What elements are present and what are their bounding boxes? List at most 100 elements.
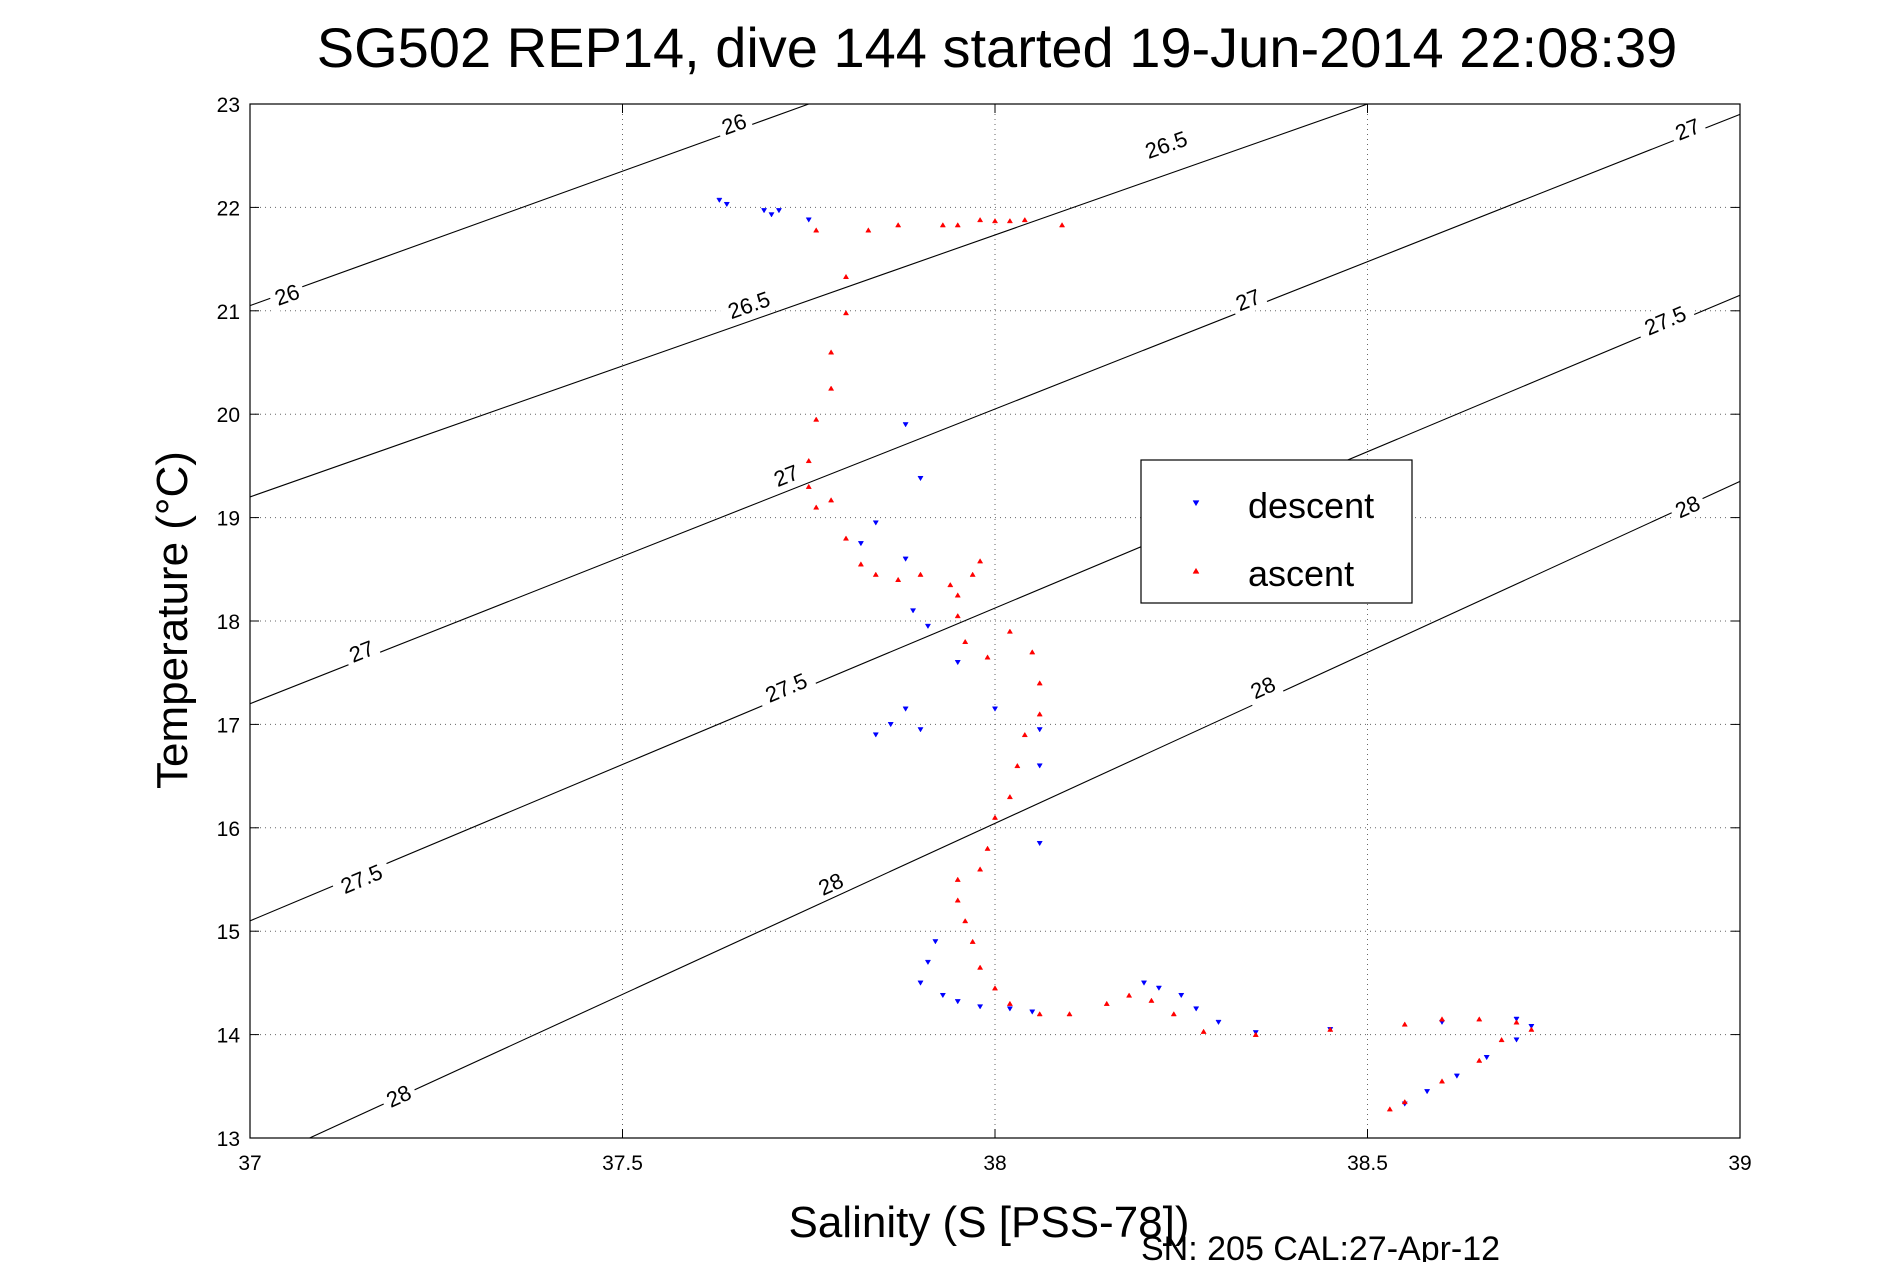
data-points bbox=[716, 197, 1535, 1112]
legend-marker-descent bbox=[1192, 500, 1200, 507]
legend-label-ascent: ascent bbox=[1248, 553, 1354, 594]
y-tick-label: 18 bbox=[217, 611, 240, 634]
ascent-point bbox=[857, 561, 864, 567]
ascent-point bbox=[1476, 1016, 1483, 1022]
descent-point bbox=[954, 660, 961, 666]
ascent-point bbox=[954, 222, 961, 228]
descent-point bbox=[902, 556, 909, 562]
ascent-point bbox=[1014, 762, 1021, 769]
descent-point bbox=[1036, 727, 1043, 733]
descent-point bbox=[1140, 980, 1148, 986]
svg-text:27.5: 27.5 bbox=[337, 859, 386, 899]
descent-point bbox=[805, 217, 812, 223]
ascent-point bbox=[865, 227, 872, 233]
ascent-point bbox=[842, 310, 850, 316]
descent-point bbox=[902, 706, 909, 712]
ascent-point bbox=[1036, 711, 1043, 717]
isopycnal-line bbox=[249, 294, 1741, 922]
ascent-point bbox=[947, 581, 954, 588]
descent-point bbox=[1029, 1009, 1036, 1015]
ascent-point bbox=[977, 216, 984, 223]
y-tick-label: 22 bbox=[217, 197, 240, 220]
descent-point bbox=[917, 727, 924, 733]
ascent-point bbox=[1103, 1000, 1110, 1006]
y-tick-label: 19 bbox=[217, 508, 240, 531]
isopycnal-label: 27 bbox=[1227, 281, 1269, 318]
ascent-point bbox=[813, 504, 820, 510]
descent-point bbox=[991, 706, 999, 712]
ascent-point bbox=[828, 385, 835, 391]
axis-ticks: 37 37.5 38 38.5 39 13 14 15 16 17 18 19 20 21 22 23 bbox=[217, 94, 1752, 1175]
descent-point bbox=[917, 980, 924, 986]
ascent-point bbox=[1401, 1098, 1408, 1105]
descent-point bbox=[761, 208, 768, 214]
ascent-point bbox=[1006, 793, 1013, 800]
ascent-point bbox=[1059, 222, 1066, 228]
isopycnal-label: 27.5 bbox=[329, 855, 394, 902]
descent-point bbox=[1528, 1023, 1535, 1030]
descent-point bbox=[924, 959, 931, 966]
descent-point bbox=[1483, 1055, 1490, 1061]
ascent-point bbox=[813, 416, 820, 422]
ascent-point bbox=[1438, 1078, 1446, 1084]
isopycnal-label: 27 bbox=[765, 456, 807, 494]
ascent-point bbox=[872, 571, 879, 577]
isopycnal-label: 28 bbox=[1666, 487, 1709, 526]
y-axis-label: Temperature (°C) bbox=[148, 451, 197, 789]
ascent-point bbox=[1126, 992, 1133, 998]
ascent-point bbox=[991, 985, 999, 991]
descent-point bbox=[924, 623, 931, 630]
ascent-point bbox=[1327, 1026, 1334, 1032]
descent-point bbox=[939, 992, 946, 999]
ascent-point bbox=[1021, 216, 1028, 223]
ascent-point bbox=[984, 845, 991, 851]
ascent-point bbox=[939, 222, 946, 228]
descent-point bbox=[954, 999, 961, 1005]
y-tick-label: 17 bbox=[217, 714, 240, 737]
ascent-point bbox=[1006, 1000, 1013, 1006]
ascent-point bbox=[954, 612, 961, 619]
descent-point bbox=[1513, 1037, 1520, 1043]
ascent-point bbox=[842, 535, 850, 541]
ascent-point bbox=[962, 638, 969, 645]
ascent-point bbox=[1528, 1026, 1535, 1032]
ascent-point bbox=[969, 938, 976, 944]
ascent-point bbox=[984, 654, 991, 660]
ascent-point bbox=[991, 814, 999, 820]
ascent-point bbox=[1252, 1031, 1259, 1037]
ascent-point bbox=[954, 592, 961, 598]
y-tick-label: 13 bbox=[217, 1128, 240, 1151]
descent-point bbox=[716, 197, 723, 203]
ascent-point bbox=[805, 483, 812, 489]
descent-point bbox=[775, 208, 782, 214]
descent-point bbox=[857, 541, 864, 547]
ascent-point bbox=[813, 227, 820, 233]
ascent-point bbox=[954, 876, 961, 882]
isopycnal-label: 26 bbox=[266, 276, 308, 313]
descent-point bbox=[1155, 985, 1162, 991]
x-tick-label: 38.5 bbox=[1347, 1152, 1388, 1175]
isopycnal-label: 28 bbox=[377, 1076, 420, 1115]
isopycnal-line bbox=[249, 103, 1368, 498]
ascent-point bbox=[1036, 680, 1043, 686]
svg-text:26.5: 26.5 bbox=[1142, 126, 1191, 164]
y-tick-label: 15 bbox=[217, 921, 240, 944]
descent-point bbox=[1193, 1006, 1200, 1012]
grid-lines bbox=[250, 104, 1740, 1138]
ascent-point bbox=[1401, 1021, 1408, 1027]
ascent-point bbox=[917, 571, 924, 577]
x-tick-label: 37 bbox=[238, 1152, 261, 1175]
descent-point bbox=[1513, 1016, 1520, 1022]
descent-point bbox=[887, 722, 894, 728]
isopycnal-label: 28 bbox=[1241, 668, 1284, 707]
legend: descent ascent bbox=[1140, 459, 1413, 604]
legend-box bbox=[1140, 459, 1413, 604]
isopycnal-label: 27 bbox=[1666, 110, 1709, 148]
ascent-point bbox=[1029, 649, 1036, 655]
ascent-point bbox=[1498, 1036, 1505, 1043]
ascent-point bbox=[977, 558, 984, 564]
descent-point bbox=[917, 475, 924, 482]
isopycnal-label: 26.5 bbox=[1134, 122, 1198, 167]
ascent-point bbox=[1200, 1028, 1207, 1034]
